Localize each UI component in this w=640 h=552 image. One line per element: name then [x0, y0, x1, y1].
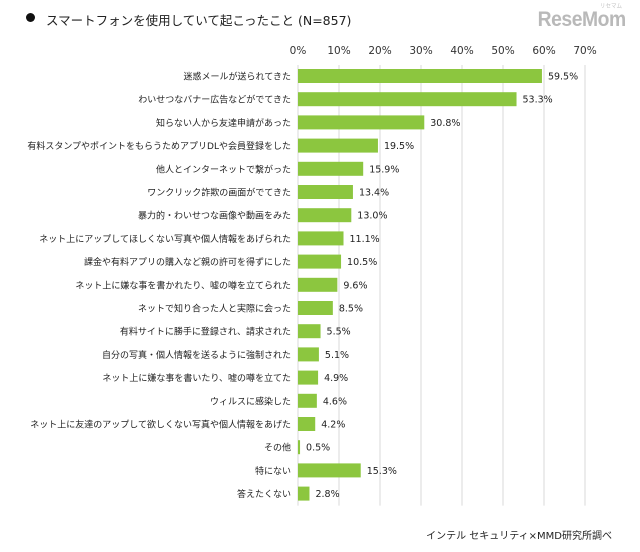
value-label: 10.5% — [347, 257, 377, 268]
resemom-logo: リセマム ReseMom — [537, 4, 627, 32]
bar — [298, 92, 517, 107]
category-label: ネット上に友達のアップして欲しくない写真や個人情報をあげた — [30, 419, 291, 431]
x-tick-label: 0% — [290, 45, 307, 57]
category-label: ウィルスに感染した — [210, 395, 291, 407]
x-tick-label: 10% — [327, 45, 350, 57]
value-label: 53.3% — [523, 95, 553, 106]
bar — [298, 69, 542, 83]
value-label: 15.9% — [369, 164, 399, 175]
bar — [298, 231, 344, 246]
category-label: 他人とインターネットで繋がった — [156, 163, 291, 175]
category-label: 暴力的・わいせつな画像や動画をみた — [138, 210, 291, 222]
value-label: 4.9% — [324, 373, 348, 384]
value-label: 13.0% — [357, 211, 387, 222]
category-label: 迷惑メールが送られてきた — [184, 71, 291, 83]
logo-mark: リセマム — [600, 4, 623, 10]
value-label: 15.3% — [367, 466, 397, 477]
chart-title-text: スマートフォンを使用していて起こったこと (N=857) — [46, 13, 352, 28]
bar — [298, 208, 352, 223]
value-label: 8.5% — [339, 304, 363, 315]
category-label: 知らない人から友達申請があった — [156, 117, 291, 129]
category-label: 答えたくない — [237, 488, 291, 500]
x-tick-label: 60% — [532, 45, 555, 57]
bar — [298, 161, 364, 176]
x-tick-label: 40% — [450, 45, 473, 57]
bar — [298, 324, 321, 339]
value-label: 2.8% — [315, 489, 339, 500]
bar — [298, 347, 319, 362]
value-label: 4.2% — [321, 420, 345, 431]
value-label: 19.5% — [384, 141, 414, 152]
x-tick-label: 20% — [368, 45, 391, 57]
value-label: 9.6% — [343, 280, 367, 291]
category-label: 自分の写真・個人情報を送るように強制された — [102, 349, 291, 361]
bar — [298, 138, 378, 153]
bar — [298, 393, 317, 408]
category-label: わいせつなバナー広告などがでてきた — [138, 94, 291, 106]
value-label: 5.5% — [327, 327, 351, 338]
x-tick-label: 50% — [491, 45, 514, 57]
bar — [298, 440, 301, 455]
bar — [298, 277, 338, 292]
bar — [298, 417, 316, 431]
category-label: 有料スタンプやポイントをもらうためアプリDLや会員登録をした — [27, 140, 291, 152]
bar — [298, 185, 353, 199]
category-label: ワンクリック詐欺の画面がでてきた — [147, 187, 291, 199]
bar — [298, 370, 319, 385]
bar — [298, 463, 361, 478]
bar — [298, 301, 333, 315]
chart-title: スマートフォンを使用していて起こったこと (N=857) — [26, 10, 352, 29]
category-label: 特にない — [255, 465, 291, 477]
category-label: ネットで知り合った人と実際に会った — [138, 303, 291, 315]
bar — [298, 254, 342, 269]
bar — [298, 115, 425, 130]
source-note: インテル セキュリティ×MMD研究所調べ — [426, 531, 612, 542]
value-label: 59.5% — [548, 72, 578, 83]
category-label: ネット上にアップしてほしくない写真や個人情報をあげられた — [39, 233, 291, 245]
value-label: 11.1% — [350, 234, 380, 245]
value-label: 5.1% — [325, 350, 349, 361]
value-label: 4.6% — [323, 396, 347, 407]
category-label: 課金や有料アプリの購入など親の許可を得ずにした — [84, 256, 291, 268]
category-label: ネット上に嫌な事を書いたり、嘘の噂を立てた — [102, 372, 291, 384]
value-label: 0.5% — [306, 443, 330, 454]
x-tick-label: 30% — [409, 45, 432, 57]
logo-text: ReseMom — [537, 8, 627, 31]
value-label: 30.8% — [430, 118, 460, 129]
category-label: 有料サイトに勝手に登録され、請求された — [120, 326, 291, 338]
x-tick-label: 70% — [573, 45, 596, 57]
bullet-dot-icon — [26, 13, 35, 22]
category-label: その他 — [264, 442, 291, 454]
category-label: ネット上に嫌な事を書かれたり、嘘の噂を立てられた — [75, 279, 291, 291]
bar — [298, 486, 310, 501]
value-label: 13.4% — [359, 188, 389, 199]
